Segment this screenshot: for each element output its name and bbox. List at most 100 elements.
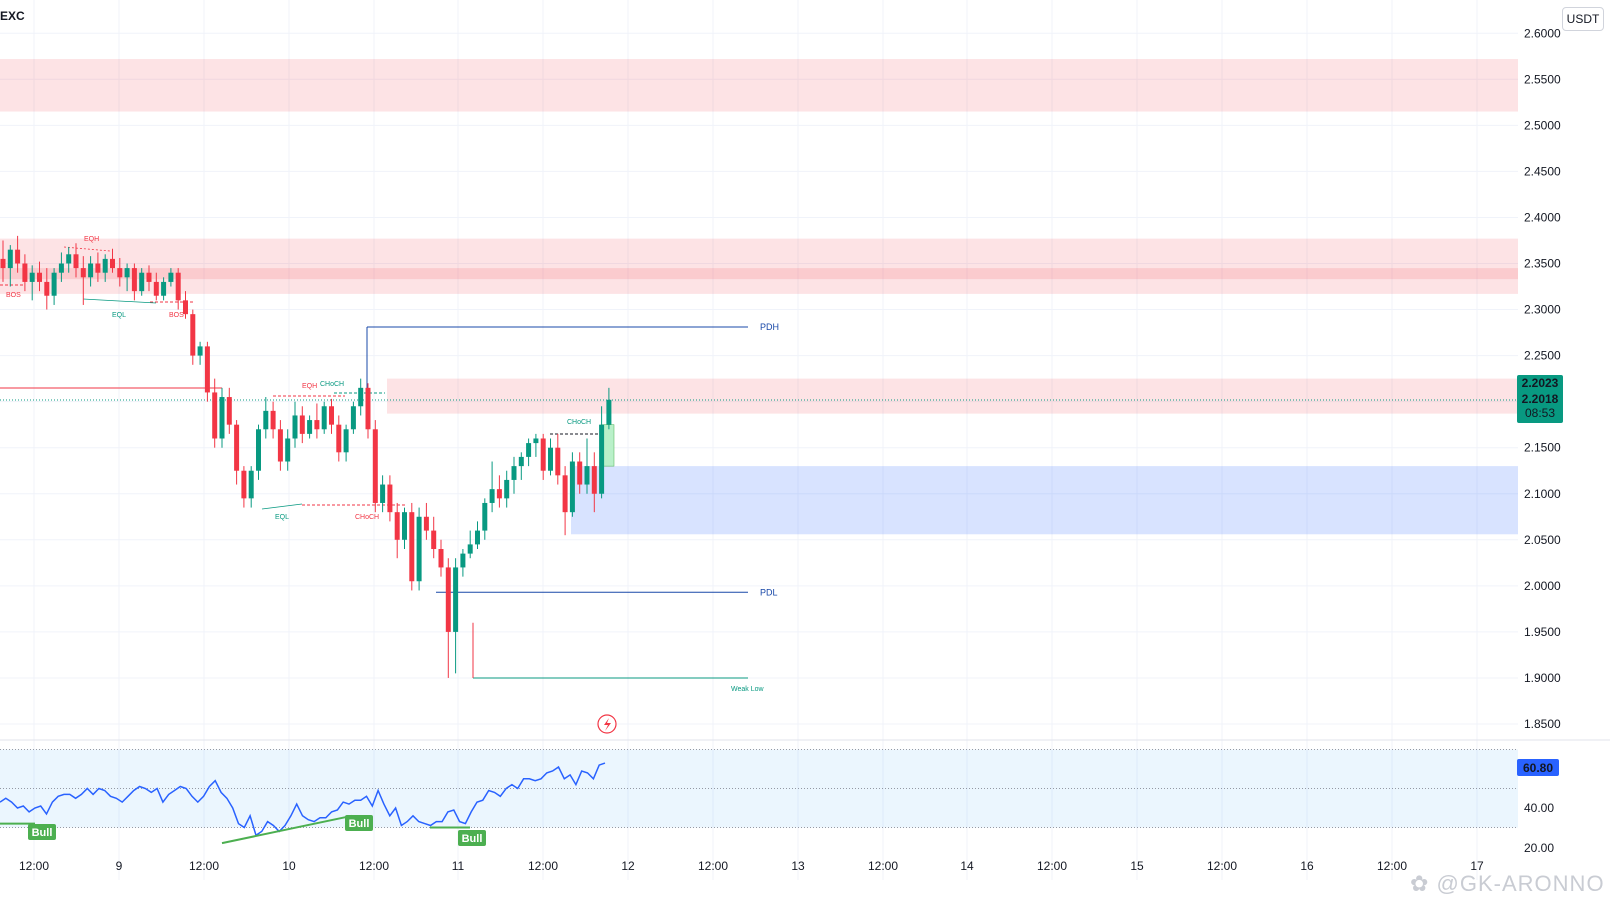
price-line-value: 2.2018 <box>1522 392 1559 406</box>
candle-body <box>219 397 225 439</box>
supply-zone <box>387 378 1518 414</box>
time-tick-label: 13 <box>791 859 805 873</box>
candle-body <box>277 429 283 462</box>
countdown-value: 08:53 <box>1525 406 1555 420</box>
alert-icon-glyph <box>604 718 611 731</box>
structure-label: EQL <box>275 514 289 521</box>
key-levels: PDH PDL Weak Low <box>0 322 1518 693</box>
time-tick-label: 15 <box>1130 859 1144 873</box>
candle-body <box>153 281 159 296</box>
candle-body <box>256 429 261 471</box>
candle-body <box>445 567 451 632</box>
candle-body <box>234 424 240 471</box>
time-tick-label: 12:00 <box>698 859 728 873</box>
candle-body <box>343 429 349 453</box>
time-tick-label: 16 <box>1300 859 1314 873</box>
candle-body <box>139 272 145 292</box>
candle-body <box>409 512 415 582</box>
price-tick-label: 2.3500 <box>1524 257 1561 271</box>
candle-body <box>183 300 188 315</box>
candle-body <box>329 406 334 425</box>
candle-body <box>197 346 203 356</box>
candle-body <box>467 544 473 554</box>
time-tick-label: 17 <box>1470 859 1484 873</box>
pdh-label: PDH <box>760 322 779 332</box>
candle-body <box>204 346 210 393</box>
bull-badge-label: Bull <box>462 833 483 845</box>
candle-body <box>496 489 502 499</box>
demand-zone <box>571 466 1518 535</box>
candle-body <box>562 475 568 513</box>
currency-unit-button[interactable]: USDT <box>1562 7 1604 31</box>
price-zones <box>0 59 1518 535</box>
candle-body <box>518 456 524 467</box>
price-tick-label: 2.6000 <box>1524 26 1561 40</box>
price-tick-label: 2.4500 <box>1524 164 1561 178</box>
time-tick-label: 12:00 <box>528 859 558 873</box>
time-tick-label: 12:00 <box>359 859 389 873</box>
candle-body <box>292 415 298 439</box>
price-axis: 2.6000 2.5500 2.5000 2.4500 2.4000 2.3500 2.30… <box>1524 26 1561 855</box>
candle-body <box>168 272 174 282</box>
candle-body <box>190 314 196 356</box>
price-tick-label: 1.8500 <box>1524 717 1561 731</box>
candle-body <box>482 502 488 531</box>
candle-body <box>511 466 517 480</box>
supply-zone-inner <box>0 268 1518 280</box>
grid-lines <box>0 0 1518 880</box>
time-tick-label: 9 <box>116 859 123 873</box>
candle-body <box>212 392 218 439</box>
time-tick-label: 12:00 <box>19 859 49 873</box>
candle-body <box>88 263 94 278</box>
price-tick-label: 2.0500 <box>1524 533 1561 547</box>
time-tick-label: 12 <box>621 859 635 873</box>
candle-body <box>299 415 305 434</box>
candle-body <box>117 268 123 278</box>
candle-body <box>548 447 553 471</box>
candle-body <box>599 424 605 494</box>
price-tick-label: 2.5500 <box>1524 72 1561 86</box>
price-tick-label: 2.0000 <box>1524 579 1561 593</box>
rsi-tick-label: 40.00 <box>1524 801 1554 815</box>
candle-body <box>584 466 590 485</box>
candle-body <box>58 263 64 273</box>
candle-body <box>95 263 101 273</box>
weak-low-label: Weak Low <box>731 686 764 693</box>
time-axis: 12:00 9 12:00 10 12:00 11 12:00 12 12:00 13 12:00 1… <box>19 859 1484 873</box>
candle-body <box>350 406 356 430</box>
candle-body <box>569 461 575 513</box>
rsi-line <box>0 762 606 837</box>
candle-body <box>44 281 50 296</box>
candle-body <box>402 512 407 540</box>
candle-body <box>131 268 137 292</box>
bull-divergence-line <box>221 814 353 845</box>
time-tick-label: 12:00 <box>1377 859 1407 873</box>
candle-body <box>270 410 276 430</box>
last-price-tag <box>1517 375 1563 423</box>
candle-body <box>394 512 400 540</box>
candle-body <box>226 397 232 425</box>
watermark: ✿ @GK-ARONNO <box>1410 871 1605 896</box>
candle-body <box>533 438 539 444</box>
time-tick-label: 12:00 <box>1037 859 1067 873</box>
candle-body <box>577 461 583 485</box>
rsi-indicator-pane: Bull Bull Bull <box>0 739 1610 846</box>
price-tick-label: 1.9500 <box>1524 625 1561 639</box>
rsi-tick-label: 20.00 <box>1524 841 1554 855</box>
eql-line <box>261 503 303 510</box>
candle-body <box>555 447 561 476</box>
candle-body <box>15 249 21 264</box>
candle-body <box>431 530 437 550</box>
time-tick-label: 10 <box>282 859 296 873</box>
structure-label: CHoCH <box>567 419 591 426</box>
candle-body <box>263 410 269 430</box>
rsi-value-tag <box>1517 759 1559 776</box>
candle-body <box>591 466 597 494</box>
candle-body <box>416 516 422 582</box>
price-tick-label: 2.1000 <box>1524 487 1561 501</box>
candle-body <box>358 387 364 407</box>
candle-body <box>146 272 152 282</box>
candle-body <box>7 249 13 269</box>
